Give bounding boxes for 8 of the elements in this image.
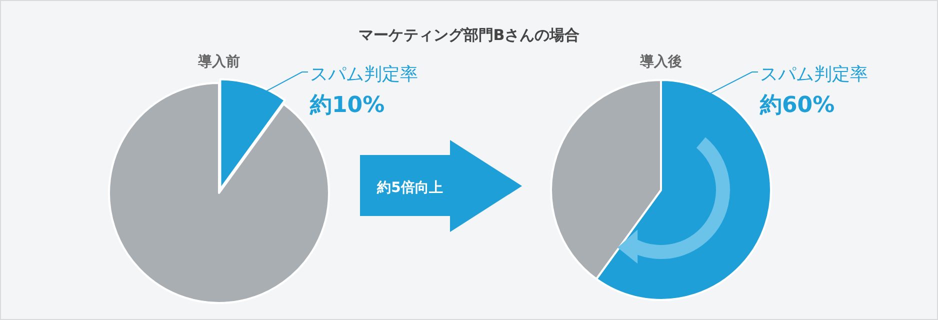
slice-label: スパム判定率 — [310, 64, 418, 85]
slice-label: スパム判定率 — [760, 64, 868, 85]
data-label: 約10% — [309, 93, 385, 118]
text: マーケティング部門Bさんの場合 — [358, 26, 580, 44]
chart-title: 導入後 — [639, 53, 682, 70]
data-label: 約60% — [759, 93, 835, 118]
chart-title: 導入前 — [197, 53, 240, 70]
text: 約5倍向上 — [376, 179, 443, 196]
